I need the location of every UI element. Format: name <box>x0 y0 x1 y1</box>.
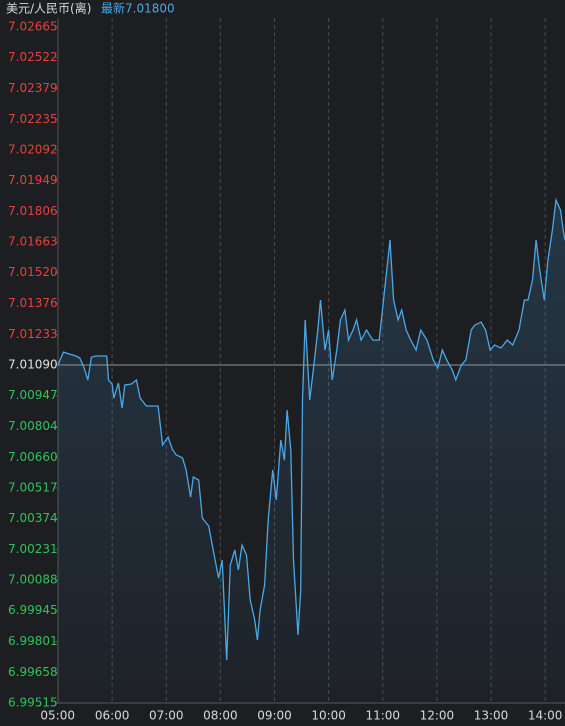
y-tick-label: 6.99658 <box>8 665 58 679</box>
y-tick-label: 7.02665 <box>8 20 58 34</box>
y-tick-label: 7.00947 <box>8 388 58 402</box>
y-tick-label: 7.00374 <box>8 511 58 525</box>
x-tick-label: 14:00 <box>528 709 563 723</box>
x-tick-label: 06:00 <box>95 709 130 723</box>
y-tick-label: 7.00231 <box>8 542 58 556</box>
x-tick-label: 07:00 <box>149 709 184 723</box>
y-tick-label: 7.01520 <box>8 265 58 279</box>
y-tick-label: 7.02522 <box>8 50 58 64</box>
y-tick-label: 7.01376 <box>8 296 58 310</box>
y-tick-label: 7.01233 <box>8 327 58 341</box>
x-tick-label: 09:00 <box>257 709 292 723</box>
y-tick-label: 7.02379 <box>8 81 58 95</box>
y-tick-label: 7.00517 <box>8 480 58 494</box>
y-tick-label: 7.00804 <box>8 419 58 433</box>
x-tick-label: 11:00 <box>365 709 400 723</box>
y-tick-label: 7.00660 <box>8 450 58 464</box>
y-tick-label: 7.01090 <box>8 358 58 372</box>
area <box>58 200 565 703</box>
x-tick-label: 10:00 <box>311 709 346 723</box>
x-tick-label: 05:00 <box>40 709 75 723</box>
x-tick-label: 12:00 <box>420 709 455 723</box>
y-tick-label: 7.01949 <box>8 173 58 187</box>
y-tick-label: 6.99801 <box>8 634 58 648</box>
y-tick-label: 7.00088 <box>8 573 58 587</box>
chart-title: 美元/人民币(离) <box>6 1 91 16</box>
latest-price: 最新7.01800 <box>101 1 175 16</box>
y-tick-label: 7.02092 <box>8 142 58 156</box>
y-tick-label: 7.01806 <box>8 204 58 218</box>
y-tick-label: 7.01663 <box>8 235 58 249</box>
y-tick-label: 7.02235 <box>8 112 58 126</box>
price-line <box>57 197 565 661</box>
x-tick-label: 08:00 <box>203 709 238 723</box>
y-tick-label: 6.99515 <box>8 696 58 710</box>
y-tick-label: 6.99945 <box>8 603 58 617</box>
x-tick-label: 13:00 <box>474 709 509 723</box>
